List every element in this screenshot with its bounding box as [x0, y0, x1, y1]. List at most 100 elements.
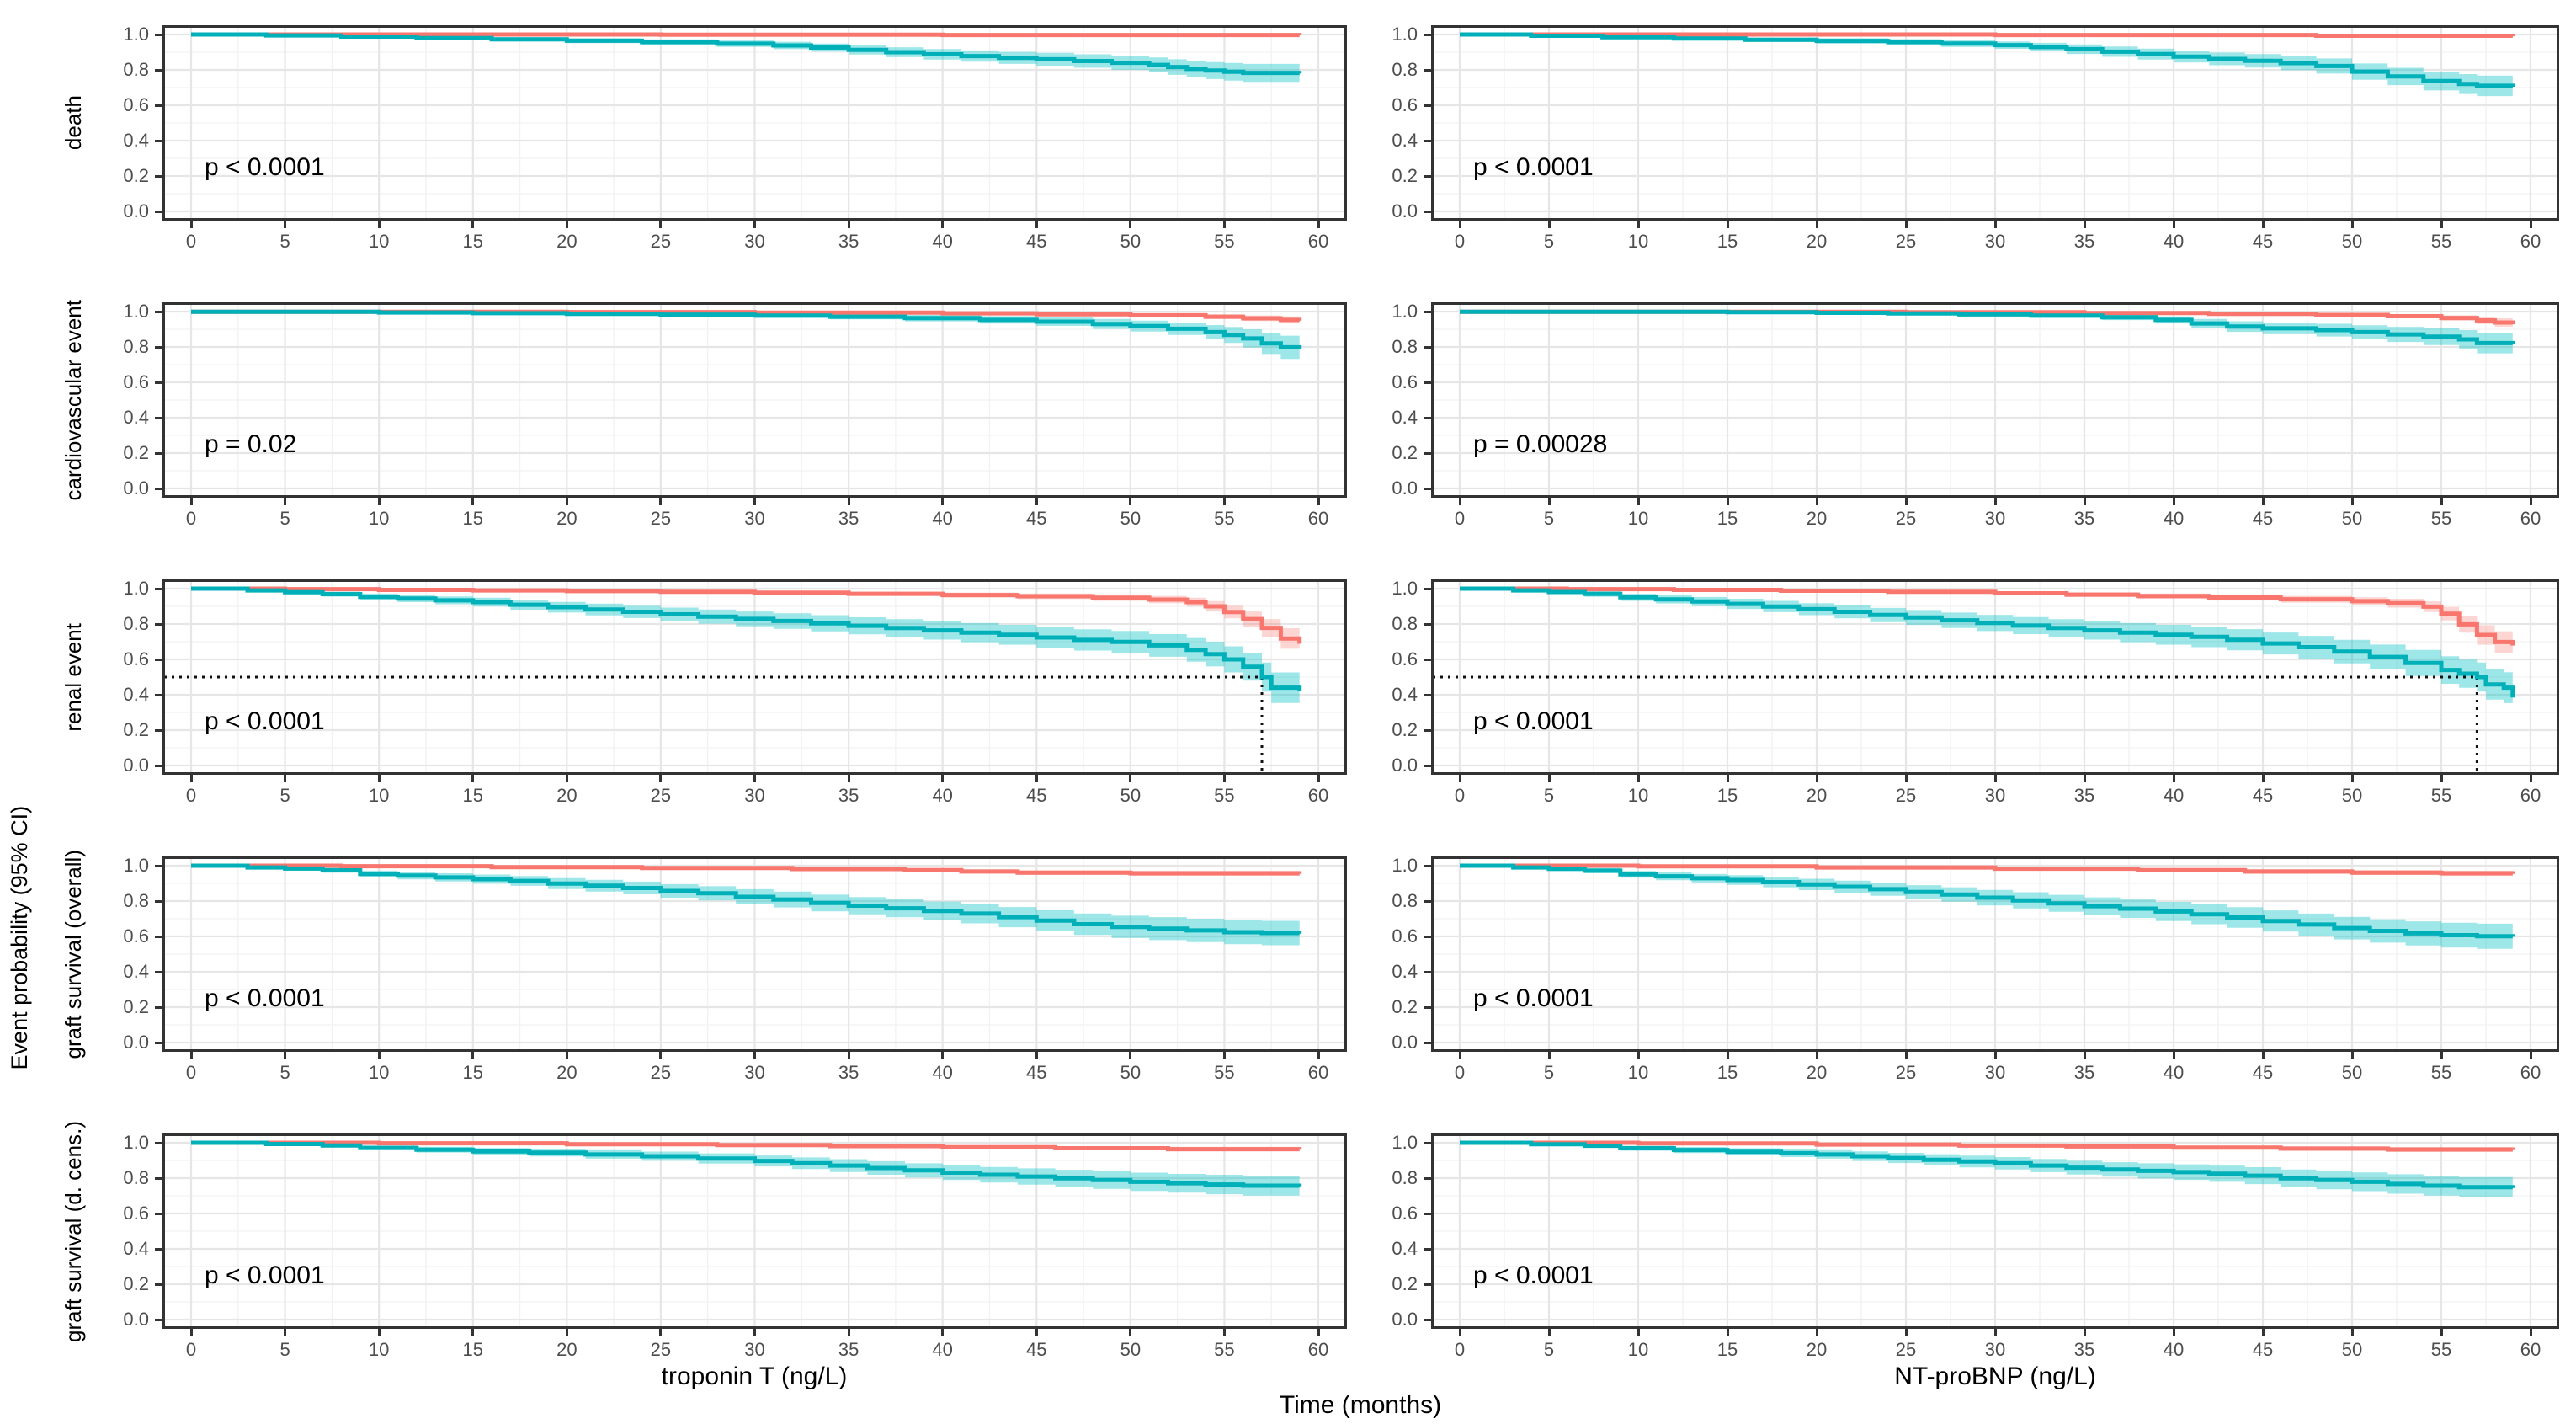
- x-tick-label: 35: [838, 1062, 860, 1083]
- y-tick-label: 0.6: [1392, 1203, 1418, 1224]
- y-tick-label: 0.0: [1392, 200, 1418, 221]
- x-tick-label: 35: [2073, 1062, 2095, 1083]
- y-axis: 1.0 0.8 0.6 0.4 0.2 0.0: [1372, 25, 1431, 221]
- x-tick-label: 40: [932, 1062, 953, 1083]
- strip-label: graft survival (d. cens.): [49, 1121, 98, 1342]
- y-tick-mark: [1424, 658, 1431, 661]
- x-tick-mark: [471, 1329, 475, 1336]
- y-tick-mark: [1424, 1141, 1431, 1144]
- y-tick-label: 0.8: [123, 59, 149, 80]
- y-tick-mark: [155, 864, 162, 867]
- y-tick-mark: [1424, 1212, 1431, 1215]
- x-tick-label: 0: [185, 508, 197, 529]
- survival-curve-red: [1460, 863, 2515, 876]
- x-tick-label: 30: [744, 231, 765, 252]
- x-tick-mark: [189, 221, 193, 228]
- km-plot-cardiovascular-event-nt-probnp: [1431, 302, 2559, 498]
- x-tick-mark: [2350, 1052, 2354, 1059]
- x-tick-mark: [2350, 1329, 2354, 1336]
- x-tick-mark: [1222, 775, 1226, 782]
- y-tick-label: 0.4: [1392, 961, 1418, 982]
- x-tick-label: 50: [2341, 1062, 2363, 1083]
- x-tick-mark: [189, 1329, 193, 1336]
- x-tick-label: 0: [185, 231, 197, 252]
- y-axis: 1.0 0.8 0.6 0.4 0.2 0.0: [1372, 579, 1431, 775]
- x-tick-mark: [1993, 775, 1997, 782]
- x-tick-mark: [565, 775, 568, 782]
- y-tick-mark: [1424, 693, 1431, 696]
- x-tick-mark: [1129, 498, 1132, 505]
- y-tick-label: 1.0: [1392, 24, 1418, 45]
- x-tick-mark: [1547, 1052, 1551, 1059]
- x-tick-label: 15: [1716, 1062, 1738, 1083]
- y-tick-mark: [155, 935, 162, 938]
- y-tick-mark: [1424, 1283, 1431, 1286]
- x-tick-label: 0: [1454, 785, 1466, 806]
- y-tick-label: 0.4: [123, 130, 149, 151]
- x-tick-label: 25: [1895, 231, 1917, 252]
- facet-row-renal-event: renal event 1.0 0.8 0.6 0.4 0.2 0.0 p < 0.0001 0…: [49, 579, 2559, 808]
- panel-border: [1431, 579, 2559, 775]
- p-value-label: p < 0.0001: [1473, 984, 1594, 1012]
- x-tick-mark: [284, 1329, 287, 1336]
- x-tick-label: 50: [1120, 231, 1142, 252]
- y-tick-label: 0.0: [123, 1309, 149, 1330]
- panel-border: [162, 25, 1347, 221]
- facet-row-graft-survival-d-cens: graft survival (d. cens.) 1.0 0.8 0.6 0.4 0.2…: [49, 1121, 2559, 1363]
- x-tick-mark: [1547, 498, 1551, 505]
- y-tick-label: 0.8: [123, 1167, 149, 1188]
- p-value-label: p < 0.0001: [205, 153, 325, 181]
- y-tick-label: 0.4: [1392, 130, 1418, 151]
- x-tick-label: 10: [368, 1339, 390, 1360]
- x-tick-mark: [565, 1329, 568, 1336]
- x-tick-label: 45: [1026, 231, 1047, 252]
- x-tick-label: 45: [1026, 785, 1047, 806]
- y-tick-label: 0.2: [1392, 165, 1418, 186]
- panel-border: [162, 302, 1347, 498]
- x-tick-label: 25: [650, 785, 672, 806]
- x-tick-mark: [1637, 1329, 1640, 1336]
- x-tick-mark: [1815, 1329, 1818, 1336]
- x-tick-mark: [1815, 221, 1818, 228]
- y-tick-mark: [155, 970, 162, 973]
- column-gap: [1347, 856, 1372, 1052]
- x-tick-mark: [1317, 775, 1320, 782]
- y-axis: 1.0 0.8 0.6 0.4 0.2 0.0: [98, 25, 162, 221]
- x-tick-mark: [284, 775, 287, 782]
- y-tick-label: 0.2: [123, 719, 149, 740]
- x-tick-label: 15: [462, 231, 483, 252]
- column-gap: [1347, 25, 1372, 221]
- y-tick-label: 0.8: [1392, 336, 1418, 357]
- x-axis: 0 5 10 15 20 25 30 35 40 45 50 55 60: [1431, 1052, 2559, 1085]
- x-tick-mark: [2172, 221, 2175, 228]
- survival-curve-teal: [191, 1140, 1302, 1188]
- x-tick-label: 60: [1307, 508, 1329, 529]
- x-tick-label: 10: [368, 1062, 390, 1083]
- x-tick-mark: [1637, 775, 1640, 782]
- x-tick-label: 40: [932, 508, 953, 529]
- y-tick-label: 0.6: [1392, 648, 1418, 669]
- survival-curve-teal: [1460, 309, 2515, 345]
- strip-label-text: cardiovascular event: [60, 299, 86, 501]
- y-tick-label: 0.2: [1392, 442, 1418, 463]
- ci-ribbon-teal: [191, 1143, 1300, 1197]
- y-tick-label: 0.0: [123, 200, 149, 221]
- x-tick-label: 5: [279, 1062, 290, 1083]
- y-tick-mark: [155, 1247, 162, 1251]
- x-tick-mark: [2440, 775, 2443, 782]
- grid-major: [163, 857, 1346, 1051]
- strip-label-text: graft survival (overall): [60, 849, 86, 1059]
- y-tick-mark: [155, 899, 162, 903]
- x-tick-mark: [1317, 221, 1320, 228]
- x-tick-mark: [284, 1052, 287, 1059]
- x-tick-mark: [377, 775, 381, 782]
- x-tick-mark: [1317, 1329, 1320, 1336]
- x-tick-label: 5: [279, 231, 290, 252]
- x-tick-label: 55: [1214, 508, 1235, 529]
- km-plot-renal-event-nt-probnp: [1431, 579, 2559, 775]
- ci-ribbon-teal: [1460, 589, 2513, 714]
- x-tick-mark: [2440, 1052, 2443, 1059]
- x-tick-label: 5: [1543, 1062, 1555, 1083]
- y-tick-label: 0.0: [123, 755, 149, 776]
- x-tick-mark: [1993, 1329, 1997, 1336]
